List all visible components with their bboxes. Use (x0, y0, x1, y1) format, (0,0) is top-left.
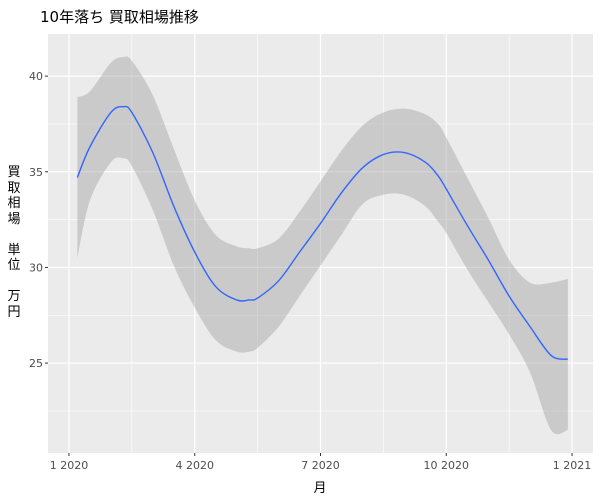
y-tick-label: 40 (29, 70, 43, 83)
grid-major (48, 34, 593, 453)
trend-line (76, 105, 569, 360)
x-axis-label: 月 (313, 481, 326, 496)
y-tick-label: 35 (29, 166, 43, 179)
x-tick-label: 7 2020 (301, 459, 340, 472)
y-axis: 25 30 35 40 (29, 70, 48, 370)
y-tick-label: 25 (29, 357, 43, 370)
chart-title: 10年落ち 買取相場推移 (40, 8, 199, 26)
x-tick-label: 10 2020 (424, 459, 470, 472)
y-tick-label: 30 (29, 261, 43, 274)
x-tick-label: 1 2021 (553, 459, 592, 472)
y-axis-label: 買取相場 単位 万円 (7, 165, 21, 320)
x-tick-label: 4 2020 (175, 459, 214, 472)
x-axis: 1 2020 4 2020 7 2020 10 2020 1 2021 (50, 453, 592, 472)
confidence-band (77, 56, 568, 435)
x-tick-label: 1 2020 (50, 459, 89, 472)
